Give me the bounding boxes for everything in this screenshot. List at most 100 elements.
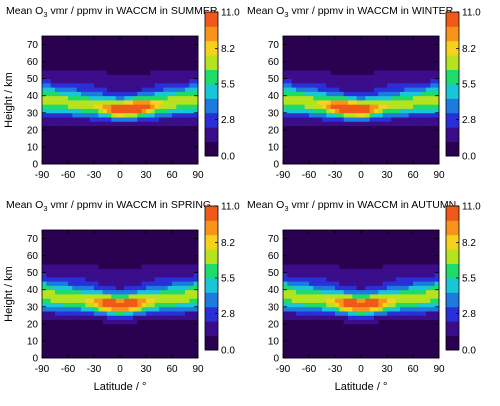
heatmap-cell bbox=[426, 285, 431, 291]
heatmap-cell bbox=[387, 95, 392, 101]
heatmap-cell bbox=[335, 315, 340, 320]
heatmap-cell bbox=[356, 134, 362, 139]
colorbar-tick-label: 11.0 bbox=[462, 8, 481, 19]
heatmap-cell bbox=[361, 311, 366, 316]
heatmap-cell bbox=[120, 78, 125, 84]
heatmap-cell bbox=[163, 302, 169, 308]
heatmap-cell bbox=[120, 268, 125, 274]
heatmap-cell bbox=[72, 328, 78, 333]
heatmap-cell bbox=[296, 36, 301, 41]
heatmap-cell bbox=[59, 36, 65, 41]
heatmap-cell bbox=[146, 121, 151, 126]
heatmap-cell bbox=[167, 294, 173, 299]
colorbar-segment bbox=[446, 303, 459, 308]
heatmap-cell bbox=[309, 95, 314, 101]
heatmap-cell bbox=[128, 70, 134, 75]
heatmap-cell bbox=[94, 242, 99, 248]
heatmap-cell bbox=[115, 53, 121, 58]
heatmap-cell bbox=[59, 302, 65, 308]
heatmap-cell bbox=[309, 82, 314, 88]
heatmap-cell bbox=[348, 289, 353, 295]
heatmap-cell bbox=[180, 142, 186, 148]
heatmap-cell bbox=[374, 345, 379, 350]
heatmap-cell bbox=[421, 311, 427, 316]
heatmap-cell bbox=[313, 302, 319, 308]
heatmap-cell bbox=[102, 95, 108, 101]
y-tick-label: 50 bbox=[27, 268, 39, 279]
colorbar-segment bbox=[205, 102, 218, 106]
heatmap-cell bbox=[287, 112, 293, 118]
heatmap-cell bbox=[180, 353, 186, 359]
heatmap-cell bbox=[159, 340, 164, 346]
heatmap-cell bbox=[291, 272, 297, 278]
heatmap-cell bbox=[378, 238, 384, 244]
heatmap-cell bbox=[304, 129, 310, 135]
heatmap-cell bbox=[111, 65, 117, 71]
y-tick-label: 20 bbox=[268, 125, 280, 136]
heatmap-cell bbox=[417, 294, 423, 299]
heatmap-cell bbox=[395, 138, 401, 144]
heatmap-cell bbox=[408, 345, 414, 350]
heatmap-cell bbox=[309, 311, 314, 316]
heatmap-cell bbox=[176, 159, 182, 165]
colorbar-segment bbox=[205, 76, 218, 81]
heatmap-cell bbox=[408, 78, 414, 84]
heatmap-cell bbox=[76, 87, 82, 92]
heatmap-cell bbox=[413, 40, 418, 45]
heatmap-cell bbox=[185, 336, 190, 342]
heatmap-cell bbox=[172, 259, 177, 265]
heatmap-cell bbox=[387, 323, 392, 329]
heatmap-cell bbox=[296, 134, 301, 139]
heatmap-cell bbox=[322, 319, 327, 325]
heatmap-cell bbox=[141, 306, 147, 312]
heatmap-cell bbox=[291, 87, 297, 92]
heatmap-cell bbox=[159, 285, 164, 291]
heatmap-cell bbox=[309, 285, 314, 291]
heatmap-cell bbox=[102, 281, 108, 286]
colorbar-segment bbox=[446, 44, 459, 49]
heatmap-cell bbox=[309, 319, 314, 325]
heatmap-cell bbox=[417, 108, 423, 114]
heatmap-cell bbox=[120, 108, 125, 114]
heatmap-cell bbox=[335, 259, 340, 265]
x-tick-label: 90 bbox=[433, 170, 445, 181]
heatmap-cell bbox=[102, 255, 108, 261]
heatmap-cell bbox=[163, 44, 169, 50]
heatmap-cell bbox=[94, 82, 99, 88]
colorbar-segment bbox=[446, 120, 459, 124]
heatmap-cell bbox=[369, 323, 375, 329]
heatmap-cell bbox=[46, 61, 52, 67]
heatmap-cell bbox=[417, 134, 423, 139]
heatmap-cell bbox=[185, 57, 190, 62]
heatmap-cell bbox=[50, 61, 56, 67]
heatmap-cell bbox=[150, 315, 156, 320]
heatmap-cell bbox=[296, 53, 301, 58]
heatmap-cell bbox=[128, 268, 134, 274]
heatmap-cell bbox=[63, 311, 69, 316]
heatmap-cell bbox=[107, 285, 112, 291]
heatmap-cell bbox=[317, 230, 323, 235]
heatmap-cell bbox=[356, 230, 362, 235]
heatmap-cell bbox=[59, 242, 65, 248]
heatmap-cell bbox=[426, 230, 431, 235]
heatmap-cell bbox=[322, 108, 327, 114]
heatmap-cell bbox=[382, 306, 388, 312]
heatmap-cell bbox=[313, 311, 319, 316]
heatmap-cell bbox=[304, 319, 310, 325]
heatmap-cell bbox=[309, 230, 314, 235]
heatmap-cell bbox=[189, 306, 195, 312]
heatmap-cell bbox=[287, 268, 293, 274]
heatmap-cell bbox=[356, 48, 362, 54]
heatmap-cell bbox=[283, 251, 288, 256]
colorbar: 0.02.85.58.211.0 bbox=[204, 202, 240, 357]
heatmap-cell bbox=[356, 70, 362, 75]
heatmap-cell bbox=[133, 104, 138, 109]
heatmap-cell bbox=[176, 276, 182, 282]
heatmap-cell bbox=[421, 100, 427, 105]
heatmap-cell bbox=[76, 142, 82, 148]
heatmap-cell bbox=[378, 247, 384, 252]
heatmap-cell bbox=[193, 91, 199, 97]
heatmap-cell bbox=[343, 289, 349, 295]
panel-title: Mean O3 vmr / ppmv in WACCM in AUTUMN bbox=[247, 199, 456, 213]
heatmap-cell bbox=[124, 70, 130, 75]
